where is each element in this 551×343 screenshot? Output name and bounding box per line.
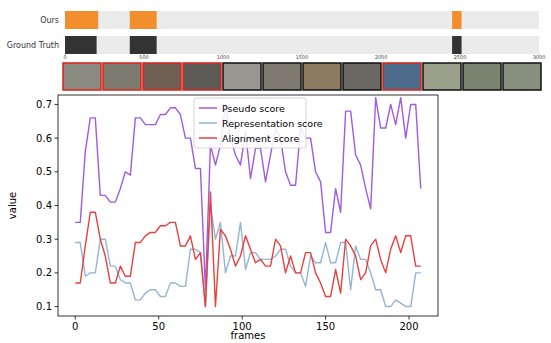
row-label: Ground Truth (7, 41, 59, 50)
frame-thumbnail (103, 63, 141, 90)
y-tick (55, 205, 59, 206)
segment (65, 11, 98, 29)
legend-swatch (199, 122, 217, 124)
row-label: Ours (40, 16, 59, 25)
timeline-row (65, 11, 539, 29)
segment (452, 11, 461, 29)
frame-thumbnail (383, 63, 421, 90)
tick-label: 500 (139, 54, 149, 60)
y-axis-label: value (7, 192, 18, 219)
series-line (75, 192, 420, 307)
segment (452, 36, 461, 54)
y-tick-label: 0.4 (36, 200, 52, 211)
frame-thumbnail (63, 63, 101, 90)
legend-swatch (199, 107, 217, 109)
x-tick-label: 150 (316, 321, 335, 332)
tick-label: 1500 (296, 54, 309, 60)
legend-label: Alignment score (222, 133, 299, 144)
x-tick (242, 316, 243, 320)
segment (65, 36, 97, 54)
x-tick-label: 50 (152, 321, 165, 332)
y-tick (55, 239, 59, 240)
legend-label: Representation score (222, 118, 323, 129)
y-tick-label: 0.3 (36, 234, 52, 245)
y-tick (55, 138, 59, 139)
frame-thumbnail (183, 63, 221, 90)
timeline: Ours Ground Truth 0 500 1000 1500 2000 2500 3000 (7, 11, 546, 60)
tick (460, 54, 461, 56)
x-axis-label: frames (231, 330, 266, 341)
tick (539, 54, 540, 56)
y-tick-label: 0.7 (36, 99, 52, 110)
y-tick-label: 0.5 (36, 166, 52, 177)
y-tick (55, 171, 59, 172)
segment (130, 36, 157, 54)
y-tick-label: 0.6 (36, 133, 52, 144)
y-tick (55, 104, 59, 105)
frame-thumbnail (503, 63, 541, 90)
y-tick-label: 0.2 (36, 267, 52, 278)
tick (144, 54, 145, 56)
frame-strip (63, 63, 541, 90)
x-tick-label: 200 (399, 321, 418, 332)
tick-label: 2000 (375, 54, 388, 60)
x-tick (409, 316, 410, 320)
tick-label: 0 (63, 54, 66, 60)
y-tick (55, 272, 59, 273)
x-tick (325, 316, 326, 320)
plot-lines (75, 98, 420, 307)
frame-thumbnail (463, 63, 501, 90)
frame-thumbnail (223, 63, 261, 90)
figure: OursGround Truth050010001500200025003000… (0, 0, 551, 343)
y-tick (55, 306, 59, 307)
frame-thumbnail (143, 63, 181, 90)
plot-frame (58, 95, 438, 316)
frame-thumbnail (343, 63, 381, 90)
legend-swatch (199, 137, 217, 139)
tick-label: 3000 (533, 54, 546, 60)
line-chart: 0.10.20.30.40.50.60.7050100150200framesv… (7, 95, 438, 341)
tick (65, 54, 66, 56)
frame-thumbnail (423, 63, 461, 90)
tick-label: 1000 (217, 54, 230, 60)
frame-thumbnail (263, 63, 301, 90)
frame-thumbnail (303, 63, 341, 90)
background (0, 0, 551, 343)
x-tick (158, 316, 159, 320)
x-tick-label: 0 (72, 321, 78, 332)
tick (381, 54, 382, 56)
legend-label: Pseudo score (222, 103, 285, 114)
legend: Pseudo score Representation score Alignmen… (194, 98, 323, 148)
tick (302, 54, 303, 56)
x-tick (75, 316, 76, 320)
timeline-row (65, 36, 539, 54)
y-tick-label: 0.1 (36, 301, 52, 312)
segment (130, 11, 157, 29)
tick-label: 2500 (454, 54, 467, 60)
tick (223, 54, 224, 56)
